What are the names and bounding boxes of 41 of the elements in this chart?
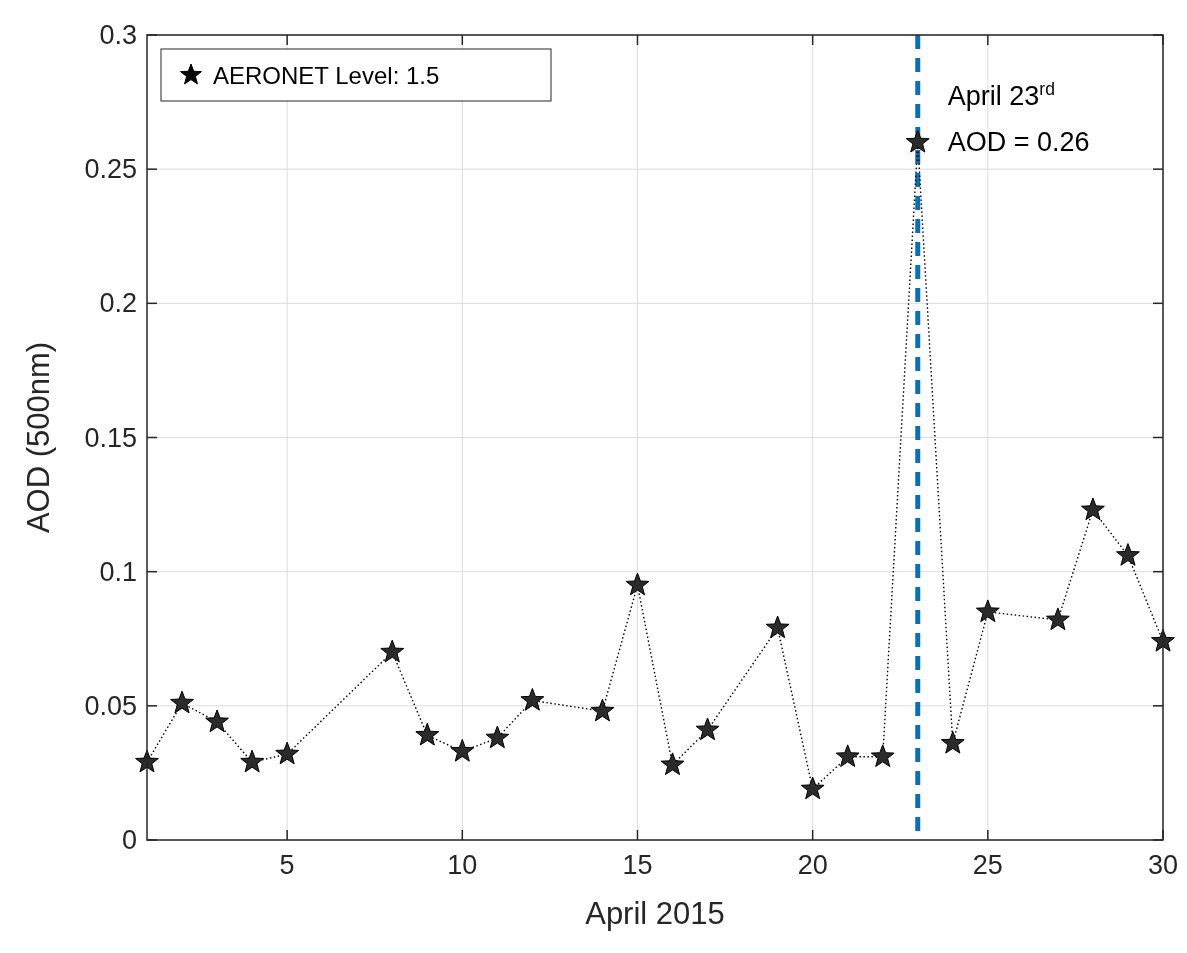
legend-label: AERONET Level: 1.5: [213, 62, 440, 89]
annotation: AOD = 0.26: [947, 127, 1090, 158]
annotation: April 23$^{rd}$: [947, 79, 1055, 112]
y-tick-label: 0.3: [99, 20, 137, 50]
point: [940, 730, 965, 754]
point: [485, 725, 510, 749]
y-tick-label: 0.1: [99, 556, 137, 587]
point: [800, 776, 825, 800]
point: [765, 615, 790, 639]
y-tick-label: 0: [121, 825, 137, 855]
y-tick-label: 0.25: [84, 154, 137, 185]
x-axis-title: April 2015: [585, 896, 725, 931]
x-tick-label: 30: [1147, 850, 1179, 880]
x-tick-label: 20: [797, 850, 828, 880]
point: [170, 690, 194, 714]
x-tick-label: 10: [447, 850, 478, 880]
point: [205, 709, 229, 733]
point: [870, 744, 895, 768]
point: [975, 599, 1000, 623]
y-axis-title: AOD (500nm): [21, 341, 56, 534]
y-tick-label: 0.2: [99, 288, 137, 319]
point: [240, 749, 265, 773]
point: [520, 687, 545, 711]
point: [835, 744, 860, 768]
point: [380, 639, 405, 663]
point: [275, 741, 300, 765]
point: [695, 717, 720, 741]
point: [1045, 607, 1070, 631]
y-tick-label: 0.15: [84, 422, 137, 453]
x-tick-label: 15: [622, 850, 653, 880]
point: [905, 129, 930, 153]
point: [1081, 497, 1105, 521]
point: [1116, 543, 1140, 566]
point: [450, 738, 475, 762]
point: [590, 698, 615, 722]
point: [415, 722, 440, 746]
point: [625, 572, 650, 596]
x-tick-label: 25: [972, 850, 1003, 880]
point: [660, 752, 685, 776]
y-tick-label: 0.05: [84, 690, 137, 721]
x-tick-label: 5: [279, 850, 295, 880]
